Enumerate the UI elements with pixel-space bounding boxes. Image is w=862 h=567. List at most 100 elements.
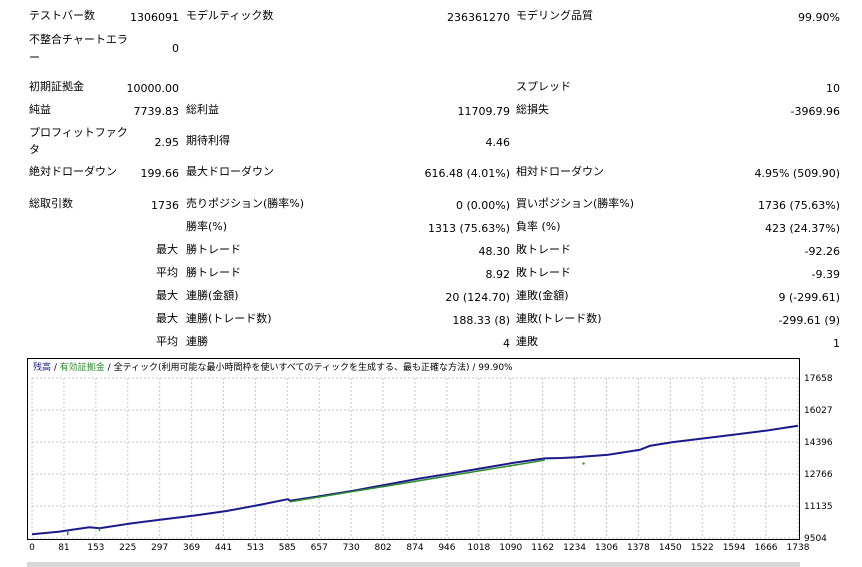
- x-tick-label: 297: [151, 543, 168, 553]
- legend-quality: 99.90%: [478, 363, 513, 373]
- label-absolute-drawdown: 絶対ドローダウン: [29, 165, 117, 178]
- value-net-profit: 7739.83: [133, 105, 180, 118]
- value-modeling-quality: 99.90%: [798, 11, 840, 24]
- legend-balance: 残高: [33, 363, 52, 373]
- x-tick-label: 513: [247, 543, 264, 553]
- label-long-positions: 買いポジション(勝率%): [516, 197, 635, 210]
- x-tick-label: 1738: [787, 543, 810, 553]
- y-tick-label: 16027: [804, 406, 833, 416]
- x-tick-label: 369: [183, 543, 200, 553]
- x-tick-label: 946: [438, 543, 455, 553]
- x-tick-label: 1162: [531, 543, 554, 553]
- value-test-bars: 1306091: [130, 11, 179, 24]
- label-average-loss-trade: 敗トレード: [516, 266, 571, 279]
- value-largest-profit-trade: 48.30: [478, 245, 511, 258]
- value-average-loss-trade: -9.39: [811, 268, 840, 281]
- label-loss-trades: 負率 (%): [516, 220, 561, 233]
- x-tick-label: 1234: [563, 543, 586, 553]
- x-tick-label: 802: [374, 543, 391, 553]
- value-total-trades: 1736: [151, 199, 179, 212]
- x-tick-label: 1018: [467, 543, 490, 553]
- label-average-consecutive-wins: 連勝: [186, 335, 208, 348]
- label-profit-trades: 勝率(%): [186, 220, 228, 233]
- footer-bar: [27, 562, 800, 567]
- label-modeling-quality: モデリング品質: [516, 9, 593, 22]
- value-spread: 10: [826, 82, 840, 95]
- value-long-positions: 1736 (75.63%): [757, 199, 840, 212]
- label-max-consecutive-losses-count: 連敗(トレード数): [516, 312, 602, 325]
- label-largest-loss-trade: 敗トレード: [516, 243, 571, 256]
- label-gross-profit: 総利益: [186, 103, 219, 116]
- value-initial-deposit: 10000.00: [126, 82, 180, 95]
- x-tick-label: 0: [29, 543, 35, 553]
- label-model-ticks: モデルティック数: [186, 9, 274, 22]
- x-tick-label: 225: [119, 543, 136, 553]
- value-expected-payoff: 4.46: [485, 136, 511, 149]
- legend-separator-1: /: [51, 363, 60, 373]
- legend-separator-2: /: [104, 363, 114, 373]
- x-tick-label: 1594: [723, 543, 746, 553]
- x-tick-label: 1090: [499, 543, 522, 553]
- value-profit-factor: 2.95: [154, 136, 180, 149]
- x-tick-label: 657: [311, 543, 328, 553]
- legend-separator-3: /: [469, 363, 479, 373]
- legend-equity: 有効証拠金: [59, 363, 105, 373]
- balance-chart: [27, 358, 800, 540]
- value-max-consecutive-wins-amount: 20 (124.70): [445, 291, 510, 304]
- label-profit-factor-cont: タ: [29, 143, 40, 156]
- label-initial-deposit: 初期証拠金: [29, 80, 84, 93]
- label-gross-loss: 総損失: [516, 103, 549, 116]
- label-max-consecutive-wins-count: 連勝(トレード数): [186, 312, 272, 325]
- x-tick-label: 874: [406, 543, 423, 553]
- value-maximal-drawdown: 616.48 (4.01%): [424, 167, 510, 180]
- label-profit-factor: プロフィットファク: [29, 126, 128, 139]
- value-gross-loss: -3969.96: [790, 105, 840, 118]
- value-mismatched-errors: 0: [172, 42, 179, 55]
- x-tick-label: 153: [87, 543, 104, 553]
- equity-point: [582, 462, 585, 465]
- value-average-consecutive-wins: 4: [503, 337, 510, 350]
- value-absolute-drawdown: 199.66: [140, 167, 180, 180]
- value-largest-loss-trade: -92.26: [804, 245, 840, 258]
- value-loss-trades: 423 (24.37%): [764, 222, 840, 235]
- value-profit-trades: 1313 (75.63%): [427, 222, 510, 235]
- label-test-bars: テストバー数: [29, 9, 95, 22]
- label-spread: スプレッド: [516, 80, 571, 93]
- equity-dip: [290, 459, 545, 503]
- label-max-consecutive-losses-amount: 連敗(金額): [516, 289, 569, 302]
- label-net-profit: 純益: [29, 103, 51, 116]
- chart-legend: 残高 / 有効証拠金 / 全ティック(利用可能な最小時間枠を使いすべてのティック…: [33, 362, 513, 374]
- x-tick-label: 730: [343, 543, 360, 553]
- label-mismatched-errors-cont: ー: [29, 51, 40, 64]
- x-tick-label: 81: [58, 543, 69, 553]
- prefix-largest-1: 最大: [156, 243, 178, 256]
- label-relative-drawdown: 相対ドローダウン: [516, 165, 604, 178]
- legend-model: 全ティック(利用可能な最小時間枠を使いすべてのティックを生成する、最も正確な方法…: [113, 363, 470, 373]
- label-maximal-drawdown: 最大ドローダウン: [186, 165, 274, 178]
- label-max-consecutive-wins-amount: 連勝(金額): [186, 289, 239, 302]
- balance-line: [31, 424, 799, 536]
- x-tick-label: 585: [279, 543, 296, 553]
- y-tick-label: 11135: [804, 502, 833, 512]
- y-tick-label: 17658: [804, 374, 833, 384]
- value-max-consecutive-losses-count: -299.61 (9): [778, 314, 840, 327]
- label-largest-profit-trade: 勝トレード: [186, 243, 241, 256]
- y-tick-label: 14396: [804, 438, 833, 448]
- prefix-average-2: 平均: [156, 335, 178, 348]
- label-average-profit-trade: 勝トレード: [186, 266, 241, 279]
- y-tick-label: 12766: [804, 470, 833, 480]
- value-average-profit-trade: 8.92: [485, 268, 511, 281]
- label-total-trades: 総取引数: [29, 197, 73, 210]
- x-tick-label: 441: [215, 543, 232, 553]
- value-gross-profit: 11709.79: [457, 105, 511, 118]
- label-average-consecutive-losses: 連敗: [516, 335, 538, 348]
- value-model-ticks: 236361270: [447, 11, 510, 24]
- y-tick-label: 9504: [804, 534, 827, 544]
- prefix-largest-2: 最大: [156, 289, 178, 302]
- value-average-consecutive-losses: 1: [833, 337, 840, 350]
- label-expected-payoff: 期待利得: [186, 134, 230, 147]
- label-short-positions: 売りポジション(勝率%): [186, 197, 305, 210]
- value-relative-drawdown: 4.95% (509.90): [754, 167, 840, 180]
- value-max-consecutive-wins-count: 188.33 (8): [452, 314, 510, 327]
